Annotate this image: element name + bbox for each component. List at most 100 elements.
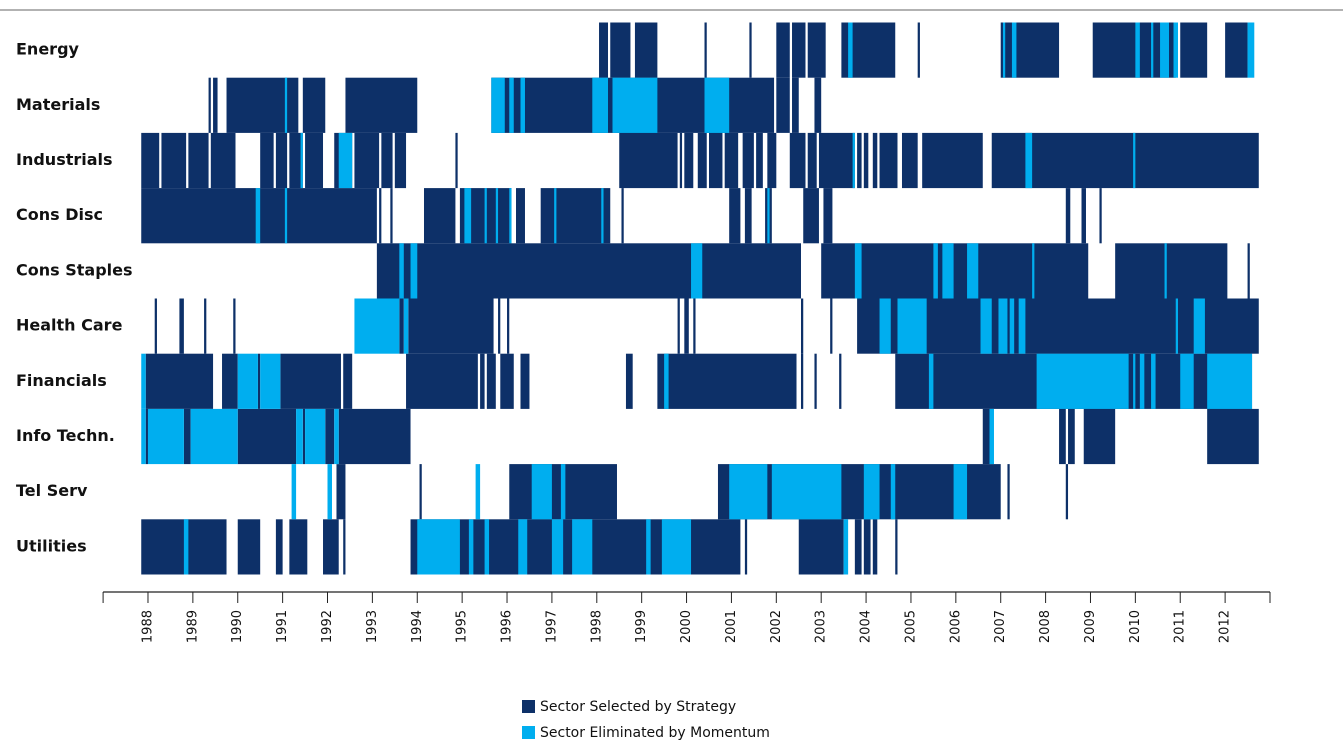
- labels: Energy Materials Industrials Cons Disc Cons …: [16, 40, 770, 741]
- interval-bar: [697, 132, 707, 189]
- interval-bar: [857, 132, 862, 189]
- interval-bar: [302, 408, 306, 465]
- interval-bar: [338, 132, 353, 189]
- interval-bar: [141, 353, 146, 409]
- interval-bar: [275, 132, 288, 189]
- interval-bar: [1000, 22, 1060, 78]
- x-tick-label: 2005: [903, 610, 918, 643]
- interval-bar: [408, 298, 494, 354]
- interval-bar: [872, 519, 878, 575]
- row-label: Cons Staples: [16, 260, 133, 279]
- interval-bar: [848, 22, 853, 78]
- row-label: Health Care: [16, 316, 123, 335]
- interval-bar: [800, 353, 804, 409]
- x-tick-label: 1997: [544, 610, 559, 643]
- interval-bar: [807, 22, 826, 78]
- interval-bar: [776, 77, 790, 133]
- interval-bar: [625, 353, 633, 409]
- interval-bar: [691, 243, 703, 299]
- interval-bar: [922, 132, 983, 189]
- interval-bar: [237, 353, 258, 409]
- interval-bar: [879, 298, 891, 354]
- interval-bar: [179, 298, 184, 354]
- interval-bar: [302, 77, 326, 133]
- interval-bar: [1180, 22, 1208, 78]
- row-label: Info Techn.: [16, 426, 115, 445]
- interval-bar: [991, 132, 1259, 189]
- row-label: Tel Serv: [16, 481, 88, 500]
- interval-bar: [1151, 353, 1156, 409]
- interval-bar: [222, 353, 238, 409]
- x-tick-label: 2009: [1083, 610, 1098, 643]
- interval-bar: [601, 188, 604, 244]
- interval-bar: [154, 298, 157, 354]
- interval-bar: [379, 188, 382, 244]
- row-label: Utilities: [16, 536, 87, 555]
- interval-bar: [354, 132, 380, 189]
- interval-bar: [141, 132, 160, 189]
- interval-bar: [210, 132, 236, 189]
- interval-bar: [592, 77, 609, 133]
- interval-bar: [664, 353, 669, 409]
- interval-bar: [334, 408, 339, 465]
- interval-bar: [464, 188, 472, 244]
- legend-text: Sector Eliminated by Momentum: [540, 725, 770, 741]
- interval-bar: [800, 298, 804, 354]
- interval-bar: [814, 353, 817, 409]
- interval-bar: [455, 132, 458, 189]
- x-tick-label: 1999: [634, 610, 649, 643]
- interval-bar: [289, 132, 303, 189]
- interval-bar: [619, 132, 678, 189]
- interval-bar: [1160, 22, 1170, 78]
- interval-bar: [495, 188, 499, 244]
- bars: [141, 22, 1259, 575]
- x-tick-label: 2002: [769, 610, 784, 643]
- interval-bar: [1133, 132, 1136, 189]
- interval-bar: [1036, 353, 1129, 409]
- interval-bar: [284, 188, 288, 244]
- interval-bar: [803, 188, 819, 244]
- interval-bar: [917, 22, 920, 78]
- interval-bar: [145, 408, 148, 465]
- interval-bar: [336, 464, 346, 520]
- interval-bar: [518, 519, 528, 575]
- interval-bar: [226, 77, 299, 133]
- interval-bar: [749, 22, 752, 78]
- interval-bar: [679, 132, 683, 189]
- interval-bar: [417, 519, 460, 575]
- interval-bar: [998, 298, 1008, 354]
- interval-bar: [305, 132, 324, 189]
- interval-bar: [190, 408, 238, 465]
- interval-bar: [854, 243, 862, 299]
- interval-bar: [872, 132, 878, 189]
- interval-bar: [879, 132, 898, 189]
- interval-bar: [677, 298, 680, 354]
- interval-bar: [830, 298, 833, 354]
- interval-bar: [852, 132, 855, 189]
- x-tick-label: 1988: [140, 610, 155, 643]
- interval-bar: [1180, 353, 1194, 409]
- interval-bar: [291, 464, 297, 520]
- interval-bar: [854, 519, 862, 575]
- interval-bar: [403, 298, 409, 354]
- interval-bar: [305, 408, 326, 465]
- interval-bar: [1173, 22, 1178, 78]
- x-tick-label: 2004: [859, 610, 874, 643]
- interval-bar: [410, 243, 418, 299]
- interval-bar: [213, 77, 218, 133]
- x-tick-label: 1998: [589, 610, 604, 643]
- interval-bar: [338, 408, 411, 465]
- interval-bar: [933, 243, 938, 299]
- x-tick-label: 1989: [185, 610, 200, 643]
- interval-bar: [1164, 243, 1167, 299]
- interval-bar: [1059, 408, 1066, 465]
- x-tick-label: 2007: [993, 610, 1008, 643]
- interval-bar: [1065, 188, 1071, 244]
- interval-bar: [1065, 464, 1069, 520]
- interval-bar: [284, 77, 288, 133]
- x-tick-label: 2003: [814, 610, 829, 643]
- interval-bar: [1135, 22, 1140, 78]
- interval-bar: [509, 77, 514, 133]
- interval-bar: [708, 132, 723, 189]
